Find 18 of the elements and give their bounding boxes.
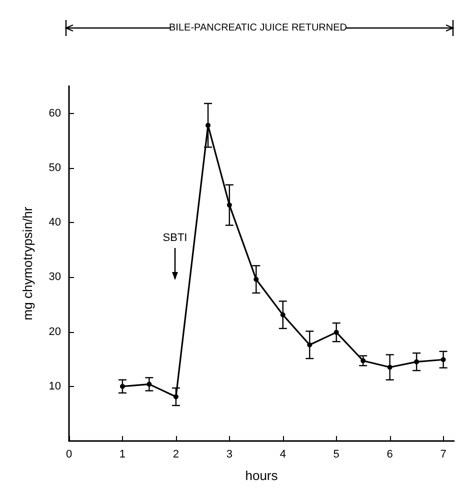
- x-tick-label: 4: [280, 448, 286, 460]
- x-tick-label: 2: [172, 448, 180, 460]
- y-axis-title: mg chymotrypsin/hr: [20, 206, 35, 320]
- x-tick-label: 0: [66, 448, 72, 460]
- x-tick-label: 6: [386, 448, 393, 460]
- x-tick-label: 1: [119, 448, 126, 460]
- y-tick-label: 10: [48, 380, 61, 392]
- x-tick-label: 3: [226, 448, 232, 460]
- y-tick-label: 20: [48, 326, 61, 338]
- y-tick-label: 40: [48, 216, 61, 229]
- x-tick-label: 7: [440, 448, 446, 460]
- text: BILE-PANCREATIC JUICE RETURNED: [169, 22, 347, 34]
- y-tick-label: 50: [48, 162, 61, 174]
- y-tick-label: 30: [48, 271, 61, 284]
- y-tick-label: 60: [48, 107, 61, 120]
- x-axis-title: hours: [245, 468, 278, 483]
- annotation: SBTI: [162, 232, 188, 244]
- x-tick-label: 5: [333, 448, 340, 460]
